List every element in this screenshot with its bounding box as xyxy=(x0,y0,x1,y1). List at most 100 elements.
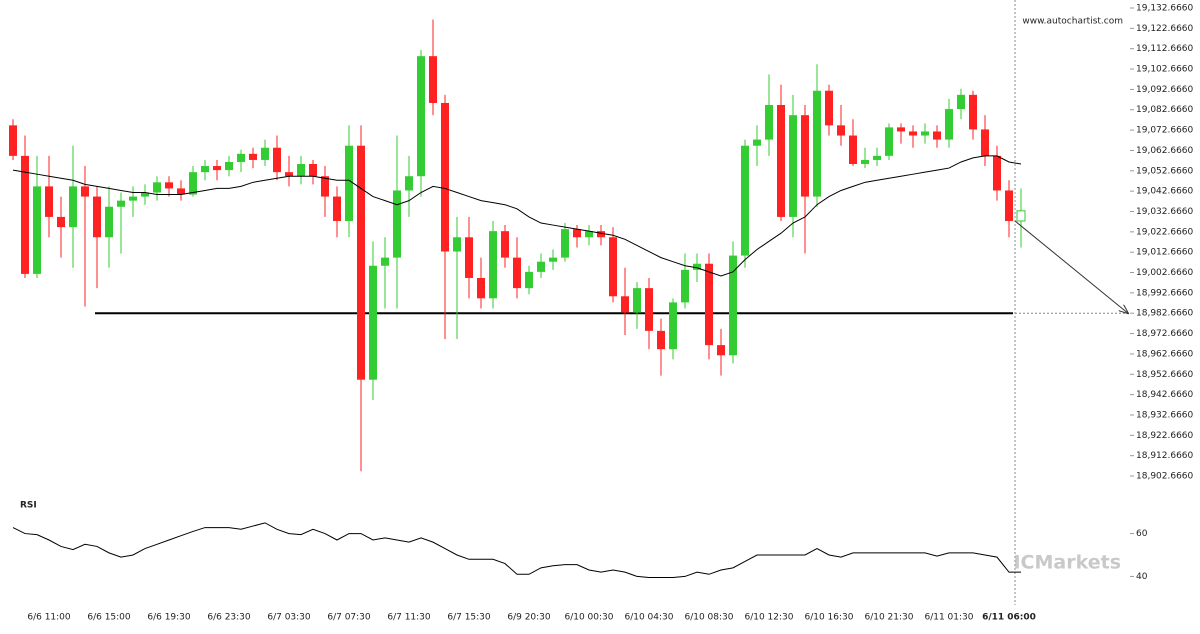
y-tick-label: 18,932.6660 xyxy=(1136,410,1194,420)
candle-body xyxy=(261,147,269,160)
y-tick-label: 19,082.6660 xyxy=(1136,105,1194,115)
y-tick-label: 18,972.6660 xyxy=(1136,329,1194,339)
y-tick-label: 19,052.6660 xyxy=(1136,166,1194,176)
candle-body xyxy=(801,115,809,197)
candle-body xyxy=(117,200,125,207)
candle-body xyxy=(813,90,821,197)
rsi-line xyxy=(12,522,1021,578)
candle-body xyxy=(285,172,293,177)
candle-body xyxy=(201,166,209,173)
candle-body xyxy=(561,229,569,258)
candle-body xyxy=(333,196,341,221)
candle-body xyxy=(765,105,773,140)
candle-body xyxy=(465,237,473,278)
candle-body xyxy=(189,172,197,195)
candle-body xyxy=(921,131,929,136)
candle-body xyxy=(729,255,737,356)
candle-body xyxy=(861,159,869,165)
candle-body xyxy=(897,127,905,132)
candle-body xyxy=(153,182,161,193)
candle-body xyxy=(501,231,509,258)
candle-body xyxy=(981,129,989,156)
candle-body xyxy=(597,231,605,238)
candle-body xyxy=(57,216,65,228)
x-tick-label: 6/6 23:30 xyxy=(207,613,251,623)
candle-body xyxy=(993,155,1001,191)
candle-body xyxy=(321,176,329,197)
y-tick-label: 19,012.6660 xyxy=(1136,248,1194,258)
candle-body xyxy=(225,161,233,171)
candle-body xyxy=(177,188,185,195)
candle-body xyxy=(297,164,305,177)
candle-body xyxy=(141,192,149,197)
candle-body xyxy=(549,257,557,262)
x-tick-label: 6/6 19:30 xyxy=(147,613,191,623)
candle-body xyxy=(33,186,41,274)
candle-body xyxy=(369,265,377,380)
candle-body xyxy=(633,288,641,313)
candle-body xyxy=(417,56,425,177)
candle-body xyxy=(165,182,173,189)
y-tick-label: 19,092.6660 xyxy=(1136,85,1194,95)
candle-body xyxy=(693,263,701,270)
candle-body xyxy=(945,109,953,140)
x-tick-label: 6/7 15:30 xyxy=(447,613,491,623)
y-tick-label: 18,912.6660 xyxy=(1136,451,1194,461)
candle-body xyxy=(957,94,965,110)
candle-body xyxy=(873,155,881,160)
x-tick-label: 6/10 12:30 xyxy=(744,613,793,623)
rsi-y-tick-label: 60 xyxy=(1136,529,1148,539)
candle-body xyxy=(453,237,461,252)
x-tick-label: 6/11 01:30 xyxy=(924,613,973,623)
y-tick-label: 18,982.6660 xyxy=(1136,309,1194,319)
candle-body xyxy=(753,139,761,146)
candle-body xyxy=(573,229,581,238)
candle-body xyxy=(1016,210,1026,222)
candle-body xyxy=(825,90,833,126)
x-tick-label: 6/6 15:00 xyxy=(87,613,131,623)
y-tick-label: 19,072.6660 xyxy=(1136,126,1194,136)
candle-body xyxy=(849,135,857,165)
candle-body xyxy=(213,166,221,171)
y-tick-label: 19,062.6660 xyxy=(1136,146,1194,156)
candle-body xyxy=(93,196,101,238)
candle-body xyxy=(441,102,449,252)
y-tick-label: 19,042.6660 xyxy=(1136,187,1194,197)
candle-body xyxy=(345,145,353,221)
candle-body xyxy=(81,186,89,197)
candle-body xyxy=(681,269,689,303)
x-tick-label: 6/9 20:30 xyxy=(507,613,551,623)
x-tick-label: 6/10 08:30 xyxy=(684,613,733,623)
candle-body xyxy=(621,296,629,313)
candle-body xyxy=(717,345,725,356)
y-tick-label: 19,112.6660 xyxy=(1136,44,1194,54)
candle-body xyxy=(537,261,545,272)
y-tick-label: 18,992.6660 xyxy=(1136,288,1194,298)
candle-body xyxy=(645,288,653,331)
candle-body xyxy=(1005,190,1013,221)
candle-body xyxy=(705,263,713,346)
candle-body xyxy=(669,302,677,350)
y-tick-label: 18,952.6660 xyxy=(1136,370,1194,380)
x-tick-label: 6/7 11:30 xyxy=(387,613,431,623)
y-tick-label: 18,922.6660 xyxy=(1136,431,1194,441)
candle-body xyxy=(969,94,977,130)
y-tick-label: 18,902.6660 xyxy=(1136,472,1194,482)
candle-body xyxy=(405,176,413,191)
candle-body xyxy=(249,153,257,160)
rsi-title: RSI xyxy=(20,501,37,511)
y-tick-label: 19,102.6660 xyxy=(1136,65,1194,75)
x-tick-label: 6/7 07:30 xyxy=(327,613,371,623)
candle-body xyxy=(513,257,521,289)
candle-body xyxy=(393,190,401,258)
moving-average xyxy=(12,155,1022,277)
y-tick-label: 18,962.6660 xyxy=(1136,349,1194,359)
candle-body xyxy=(105,206,113,238)
forecast-arrow xyxy=(1014,220,1128,313)
candle-body xyxy=(309,164,317,177)
candle-body xyxy=(45,186,53,217)
candle-body xyxy=(381,257,389,266)
